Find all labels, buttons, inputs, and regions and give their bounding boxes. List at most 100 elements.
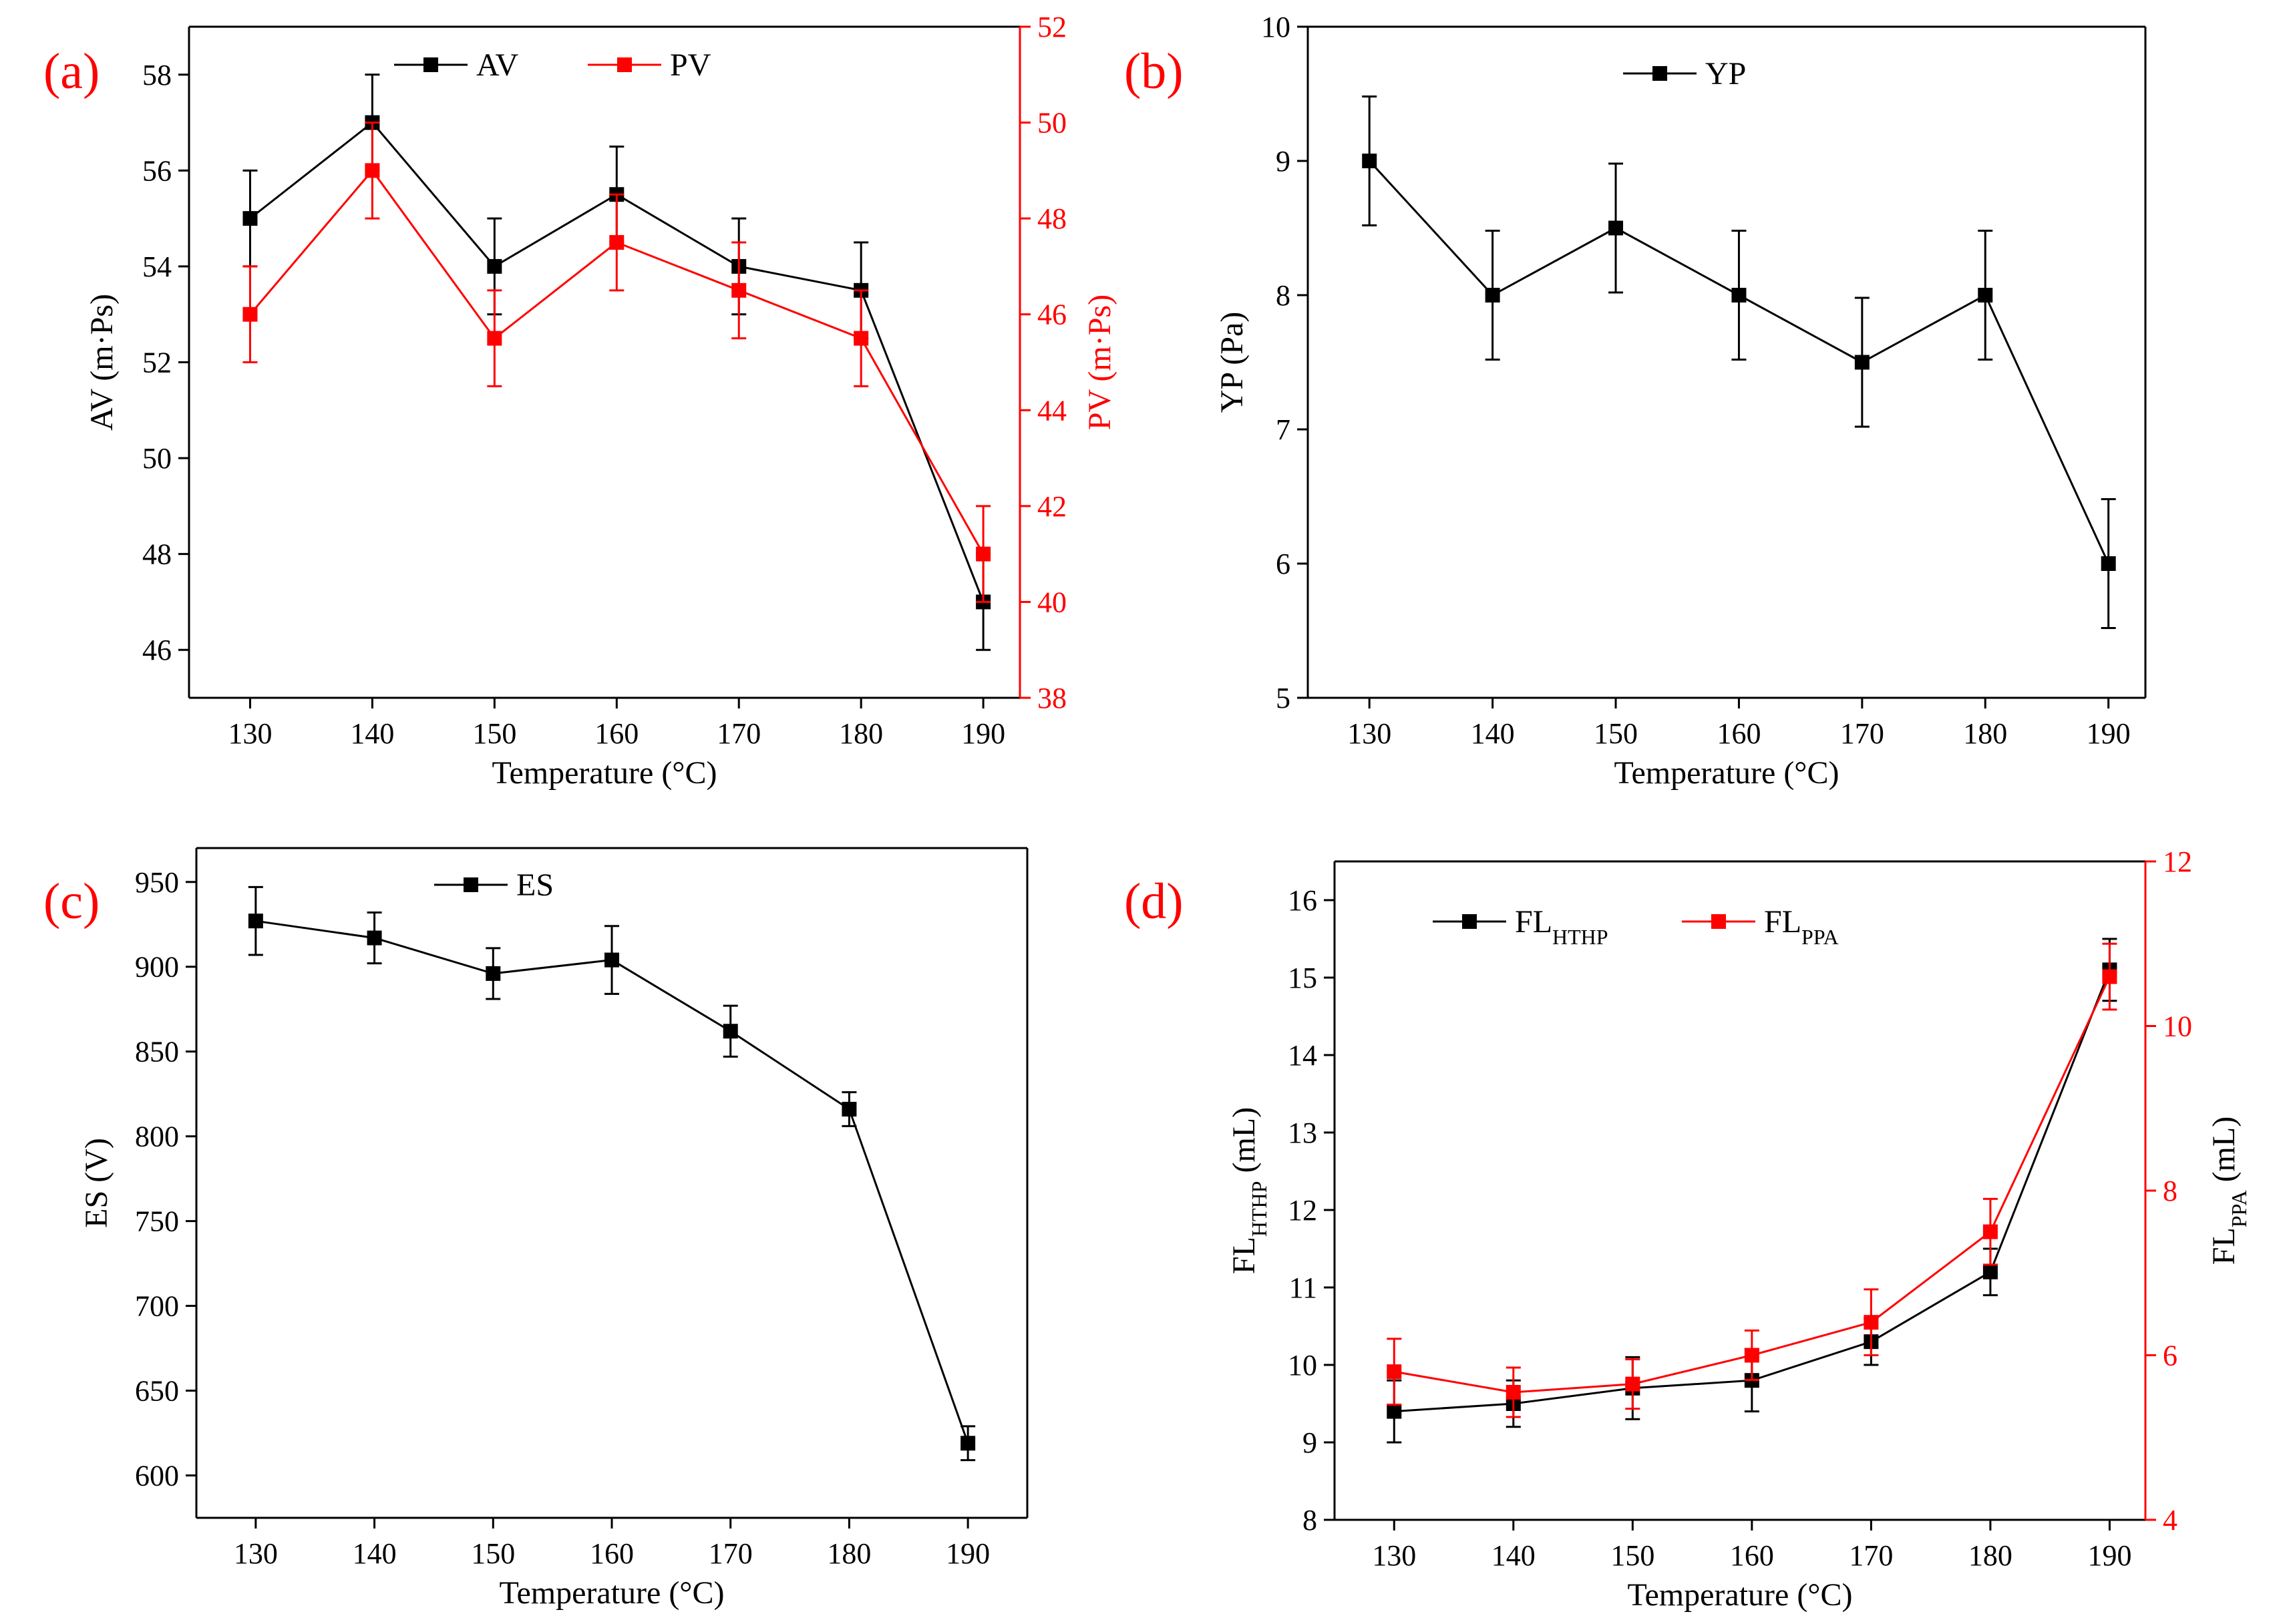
x-tick-label: 190 [2087,717,2131,750]
y-tick-label: 700 [135,1290,179,1323]
y2-tick-label: 42 [1037,490,1067,523]
x-tick-label: 180 [1963,717,2007,750]
data-point [248,914,263,929]
legend-label-main: FL [1764,904,1801,940]
data-point [1625,1376,1640,1392]
data-point [854,331,869,346]
data-point [1506,1384,1521,1400]
data-point [487,258,502,274]
legend-marker [464,877,478,892]
legend-entry: AV [394,47,518,83]
y-axis-title: FLHTHP (mL) [1226,1107,1271,1274]
y-tick-label: 54 [142,250,172,283]
y-tick-label: 9 [1276,145,1290,178]
y2-tick-label: 46 [1037,298,1067,331]
data-point [365,163,380,178]
legend-entry: ES [434,867,554,903]
x-axis-title: Temperature (°C) [1614,755,1839,791]
panel-label: (d) [1124,873,1184,930]
y-tick-label: 46 [142,634,172,666]
legend-label: YP [1705,56,1746,91]
data-point [242,211,258,226]
data-point [1485,288,1500,302]
data-point [731,282,747,298]
y-tick-label: 11 [1289,1271,1317,1304]
x-tick-label: 190 [961,717,1005,750]
y-axis-title-sub: HTHP [1247,1181,1271,1237]
panel-a: (a) 130 140 150 160 170 180 190 Temperature (°C)… [43,11,1117,791]
y2-axis-title-sub: PPA [2227,1190,2251,1227]
y2-tick-label: 48 [1037,202,1067,235]
y-tick-label: 56 [142,154,172,187]
legend-label-sub: PPA [1801,925,1839,949]
y2-tick-label: 6 [2163,1340,2177,1372]
data-point [1387,1404,1402,1419]
x-tick-label: 160 [590,1537,634,1570]
data-point [1982,1264,1998,1279]
legend-label: PV [670,47,711,83]
y-tick-label: 8 [1276,279,1290,312]
y-tick-label: 13 [1288,1116,1317,1149]
x-tick-label: 130 [1372,1539,1416,1572]
legend-entry: PV [588,47,711,83]
legend-marker [1711,914,1726,929]
y-tick-label: 5 [1276,682,1290,715]
panel-label: (c) [43,873,100,930]
y2-tick-label: 52 [1037,11,1067,43]
data-point [1362,154,1377,168]
x-tick-label: 160 [594,717,639,750]
y-tick-label: 950 [135,866,179,899]
data-point [486,966,501,981]
x-tick-label: 140 [350,717,394,750]
y2-tick-label: 50 [1037,107,1067,140]
y-axis-title: AV (m·Ps) [84,294,120,431]
x-tick-label: 170 [717,717,761,750]
data-point [842,1102,857,1117]
legend-label-sub: HTHP [1552,925,1608,949]
x-tick-label: 160 [1717,717,1761,750]
x-tick-label: 170 [1849,1539,1893,1572]
y-axis-title: ES (V) [79,1138,114,1228]
x-tick-label: 130 [234,1537,278,1570]
data-point [1608,220,1624,236]
x-axis-title: Temperature (°C) [1627,1577,1852,1613]
y2-axis-title-main: FL [2206,1227,2242,1265]
legend-marker [423,57,438,72]
legend-label: AV [476,47,518,83]
y-tick-label: 10 [1288,1349,1317,1382]
y2-tick-label: 12 [2163,845,2192,878]
legend-label: FLHTHP [1515,904,1608,949]
y-tick-label: 750 [135,1205,179,1238]
y-tick-label: 9 [1302,1426,1317,1459]
series-pv [242,122,991,603]
y-tick-label: 12 [1288,1194,1317,1227]
y-tick-label: 600 [135,1460,179,1492]
y-tick-label: 10 [1261,11,1290,43]
series-fl-ppa [1387,942,2117,1418]
y-tick-label: 15 [1288,962,1317,994]
data-point [609,235,625,250]
data-point [1387,1364,1402,1380]
series-av [242,73,991,651]
y-axis-title: YP (Pa) [1214,312,1250,413]
data-point [1731,288,1747,302]
x-tick-label: 150 [471,1537,515,1570]
legend-label: FLPPA [1764,904,1839,949]
y-tick-label: 650 [135,1375,179,1408]
legend-marker [1462,914,1477,929]
y2-tick-label: 44 [1037,394,1067,427]
y2-axis-title-suffix: (mL) [2206,1116,2242,1191]
x-tick-label: 150 [1594,717,1638,750]
x-tick-label: 150 [472,717,516,750]
x-tick-label: 190 [2087,1539,2131,1572]
series-line [1369,160,2110,564]
data-point [487,331,502,346]
legend-entry: FLPPA [1682,904,1839,949]
y2-axis-title: FLPPA (mL) [2206,1116,2251,1265]
data-point [2101,556,2116,571]
data-point [1864,1315,1879,1330]
y-tick-label: 50 [142,442,172,475]
data-point [1854,355,1870,370]
y-tick-label: 6 [1276,548,1290,580]
